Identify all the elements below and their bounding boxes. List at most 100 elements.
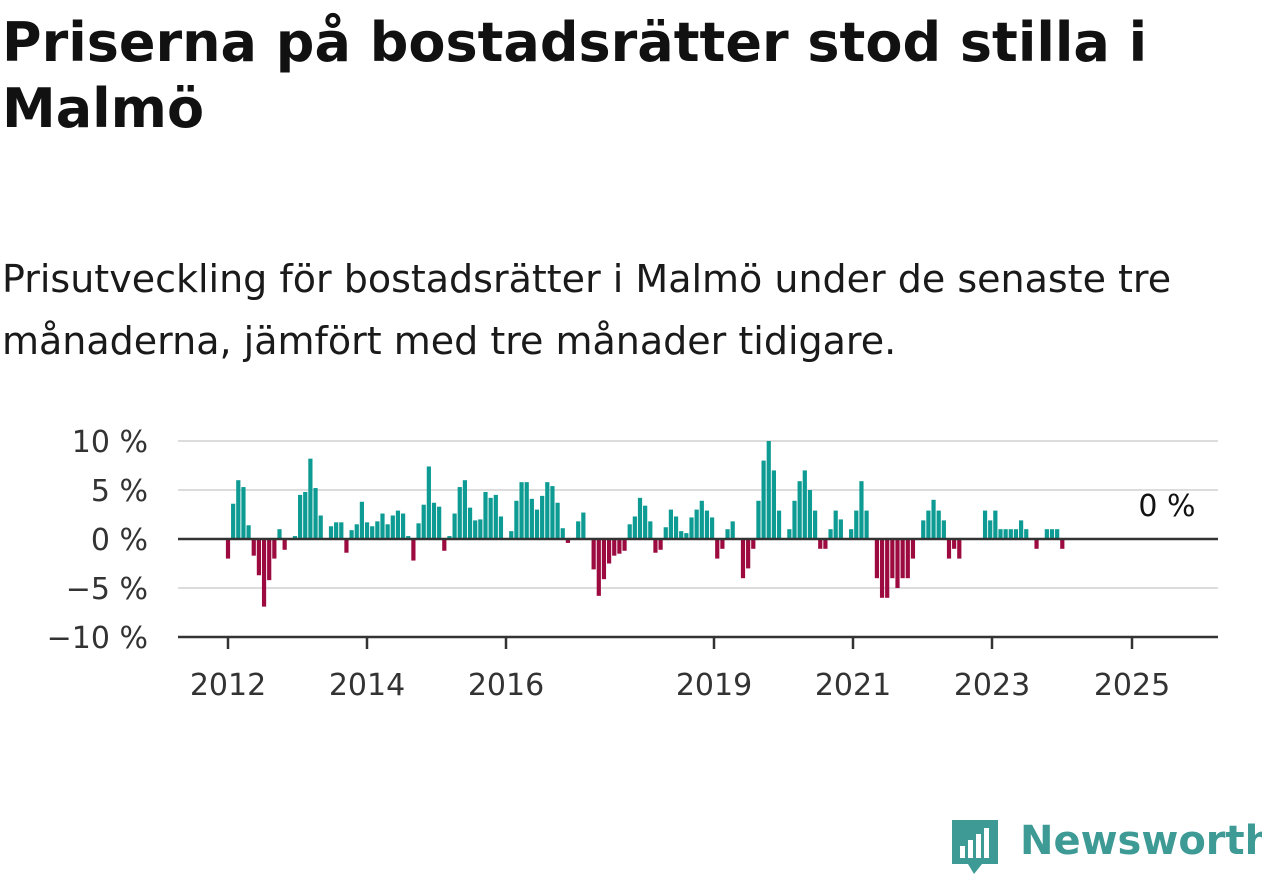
bar [267, 539, 272, 581]
bar [854, 510, 859, 539]
bar [401, 513, 406, 539]
bar [813, 510, 818, 539]
bar [689, 517, 694, 539]
bar [874, 539, 879, 579]
bar [550, 486, 555, 539]
bar [545, 482, 550, 539]
gridlines [178, 440, 1218, 589]
bar [704, 510, 710, 539]
bar [231, 503, 236, 539]
bar [282, 539, 287, 550]
bar [385, 524, 390, 539]
bar [982, 510, 988, 539]
latest-value-label: 0 % [1138, 489, 1195, 524]
bar [957, 539, 962, 559]
bar [849, 529, 854, 539]
bar [540, 495, 545, 539]
bar [833, 510, 838, 539]
bar [313, 488, 318, 539]
bar [395, 510, 401, 539]
bar [442, 539, 447, 551]
bar [673, 516, 679, 539]
bar [277, 529, 282, 539]
x-tick-label: 2025 [1094, 668, 1170, 703]
bar [890, 539, 895, 579]
bar [771, 470, 776, 539]
bar [596, 539, 601, 596]
bar [1044, 529, 1049, 539]
bar [648, 521, 653, 539]
bar [802, 470, 807, 539]
bars [225, 441, 1065, 607]
bar [298, 494, 303, 539]
bar [565, 539, 570, 543]
bar [560, 528, 565, 539]
x-tick-label: 2021 [815, 668, 891, 703]
bar [364, 522, 370, 539]
bar [818, 539, 823, 549]
y-tick-label: 0 % [91, 523, 148, 558]
bar [952, 539, 957, 549]
bar [612, 539, 617, 556]
x-tick-label: 2014 [329, 668, 405, 703]
bar [334, 522, 339, 539]
bar [926, 510, 931, 539]
bar [426, 466, 431, 539]
bar-chart: 10 % 5 % 0 % −5 % −10 % 2012 2014 2016 2019 2021… [47, 425, 1218, 703]
x-tick-label: 2016 [468, 668, 544, 703]
bar [1008, 529, 1013, 539]
bar [879, 539, 885, 598]
bar [921, 520, 926, 539]
bar [668, 509, 673, 539]
bar [632, 516, 637, 539]
bar [725, 529, 730, 539]
bar [467, 507, 473, 539]
bar [859, 481, 864, 539]
bar [452, 513, 457, 539]
bar [797, 481, 802, 539]
bar [998, 529, 1003, 539]
bar [519, 482, 524, 539]
bar [715, 539, 720, 559]
bar [905, 539, 910, 579]
bar [663, 527, 668, 539]
bar [993, 510, 998, 539]
bar [328, 526, 334, 539]
x-tick-label: 2023 [954, 668, 1030, 703]
bar [261, 539, 267, 607]
bar [256, 539, 261, 576]
bar [807, 490, 813, 539]
bar [679, 531, 684, 539]
bar [509, 531, 514, 539]
bar [751, 539, 756, 549]
bar [380, 513, 385, 539]
bar [1013, 529, 1019, 539]
y-tick-label: 10 % [72, 425, 148, 460]
bar [699, 500, 704, 539]
y-tick-label: −10 % [47, 621, 148, 656]
bar [988, 520, 993, 539]
bar [457, 487, 462, 539]
bar [555, 502, 560, 539]
bar [1034, 539, 1039, 549]
bar [406, 536, 411, 539]
y-tick-label: 5 % [91, 474, 148, 509]
bar [354, 524, 359, 539]
bar [1060, 539, 1065, 549]
bar [936, 510, 941, 539]
bar [653, 539, 658, 553]
x-tick-label: 2019 [676, 668, 752, 703]
bar [637, 497, 643, 539]
newsworthy-logo: Newsworthy [948, 814, 1262, 880]
bar [946, 539, 952, 559]
bar [643, 505, 648, 539]
bar [488, 497, 493, 539]
bar [720, 539, 725, 549]
bar [349, 530, 354, 539]
x-tick-label: 2012 [190, 668, 266, 703]
bar [483, 491, 488, 539]
bar [941, 520, 946, 539]
bar [601, 539, 607, 580]
bar [776, 510, 782, 539]
bar [344, 539, 349, 553]
